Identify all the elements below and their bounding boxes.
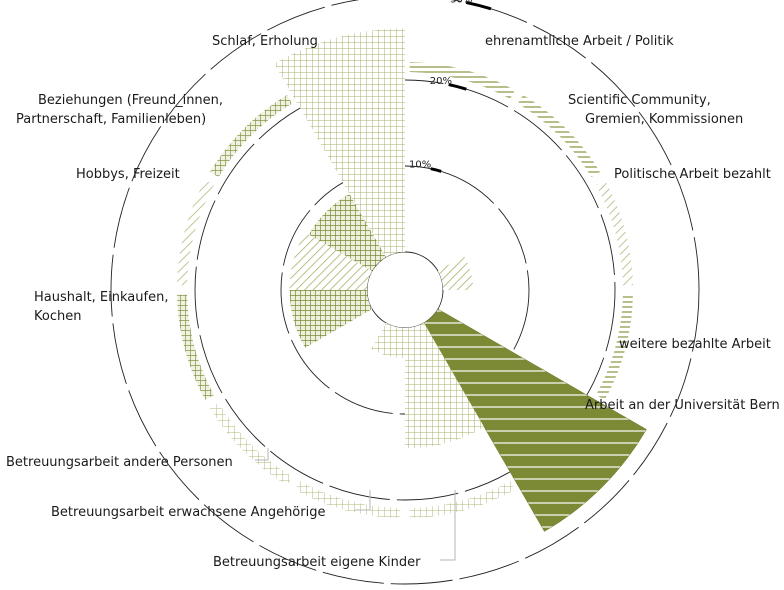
label-ehrenamt: ehrenamtliche Arbeit / Politik (485, 34, 674, 49)
grid-ring (110, 0, 700, 585)
outer-ring-segment (596, 180, 633, 286)
leader-line (255, 448, 269, 461)
tick-mark (430, 167, 442, 173)
label-beziehungen-1: Beziehungen (Freund_innen, (38, 93, 223, 108)
label-schlaf: Schlaf, Erholung (212, 34, 318, 49)
data-sector (308, 193, 386, 271)
outer-ring-segment (177, 180, 214, 286)
label-andere: Betreuungsarbeit andere Personen (6, 455, 233, 470)
leader-line (440, 490, 456, 561)
label-haushalt-2: Kochen (34, 309, 81, 324)
label-angehoerige: Betreuungsarbeit erwachsene Angehörige (51, 505, 325, 520)
data-sector (289, 290, 373, 348)
outer-ring-segment (295, 481, 401, 518)
outer-ring-segment (177, 294, 214, 400)
data-sector (437, 255, 474, 290)
tick-label: 20% (430, 76, 452, 87)
outer-ring-segment (209, 402, 293, 486)
label-hobbys: Hobbys, Freizeit (76, 167, 180, 182)
leader-line (355, 490, 371, 511)
label-haushalt-1: Haushalt, Einkaufen, (34, 290, 168, 305)
outer-ring-segment (409, 481, 515, 518)
data-sector (423, 308, 647, 532)
data-sector (289, 232, 373, 290)
grid-ring (366, 251, 444, 329)
outer-ring-segment (409, 62, 515, 99)
label-scientific-1: Scientific Community, (568, 93, 711, 108)
tick-label: 30% (450, 0, 472, 6)
outer-ring-segment (517, 94, 601, 178)
outer-ring-segment (596, 294, 633, 400)
tick-mark (448, 83, 467, 91)
tick-label: 10% (409, 160, 431, 171)
data-sector (370, 322, 405, 359)
data-sector (405, 322, 485, 449)
label-weitere: weitere bezahlte Arbeit (619, 337, 771, 352)
label-beziehungen-2: Partnerschaft, Familienleben) (16, 112, 206, 127)
label-uni: Arbeit an der Universität Bern (585, 398, 780, 413)
outer-ring-segment (209, 94, 293, 178)
data-sector (274, 28, 405, 258)
label-politisch: Politische Arbeit bezahlt (614, 167, 771, 182)
label-scientific-2: Gremien, Kommissionen (585, 112, 743, 127)
label-kinder: Betreuungsarbeit eigene Kinder (213, 555, 421, 570)
tick-mark (465, 0, 492, 11)
